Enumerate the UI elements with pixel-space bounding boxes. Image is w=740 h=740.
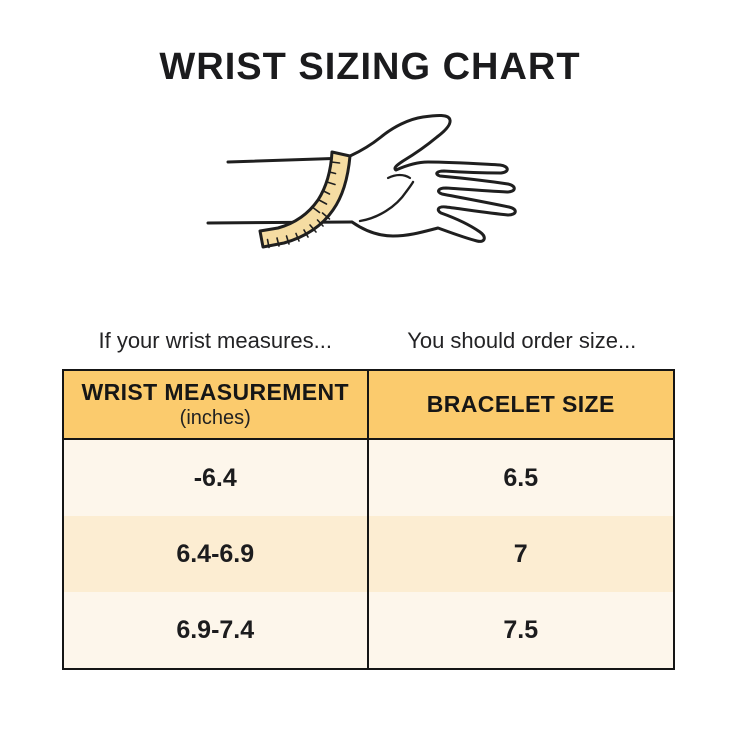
wrist-measurement-cell: 6.4-6.9: [64, 516, 369, 592]
wrist-measurement-cell: -6.4: [64, 440, 369, 516]
hand-fill: [350, 115, 516, 242]
palm-crease-main: [358, 180, 415, 223]
table-row: 6.9-7.4 7.5: [64, 592, 673, 668]
hand-with-measuring-tape-illustration: [206, 113, 517, 249]
table-row: 6.4-6.9 7: [64, 516, 673, 592]
bracelet-size-header-label: BRACELET SIZE: [426, 391, 615, 417]
palm-crease-small: [386, 173, 412, 180]
table-header-row: WRIST MEASUREMENT (inches) BRACELET SIZE: [64, 371, 673, 440]
tape-tick-marks: [266, 161, 341, 249]
table-row: -6.4 6.5: [64, 440, 673, 516]
bracelet-size-cell: 7.5: [503, 615, 539, 644]
arm-top-line: [226, 156, 350, 164]
bracelet-size-header: BRACELET SIZE: [369, 371, 674, 438]
right-column-caption: You should order size...: [407, 328, 637, 353]
column-captions: If your wrist measures... You should ord…: [62, 328, 675, 354]
wrist-measurement-header-units: (inches): [179, 407, 251, 429]
page-title: WRIST SIZING CHART: [159, 46, 581, 88]
arm-bottom-line: [206, 220, 354, 225]
wrist-measurement-cell: 6.9-7.4: [64, 592, 369, 668]
hand-outline: [348, 113, 517, 243]
bracelet-size-cell: 7: [513, 539, 528, 568]
measuring-tape: [258, 150, 352, 249]
wrist-measurement-header-label: WRIST MEASUREMENT: [81, 379, 349, 405]
left-column-caption: If your wrist measures...: [98, 328, 332, 353]
wrist-measurement-header: WRIST MEASUREMENT (inches): [64, 371, 369, 438]
bracelet-size-cell: 6.5: [503, 463, 539, 492]
sizing-table: WRIST MEASUREMENT (inches) BRACELET SIZE…: [62, 369, 675, 670]
